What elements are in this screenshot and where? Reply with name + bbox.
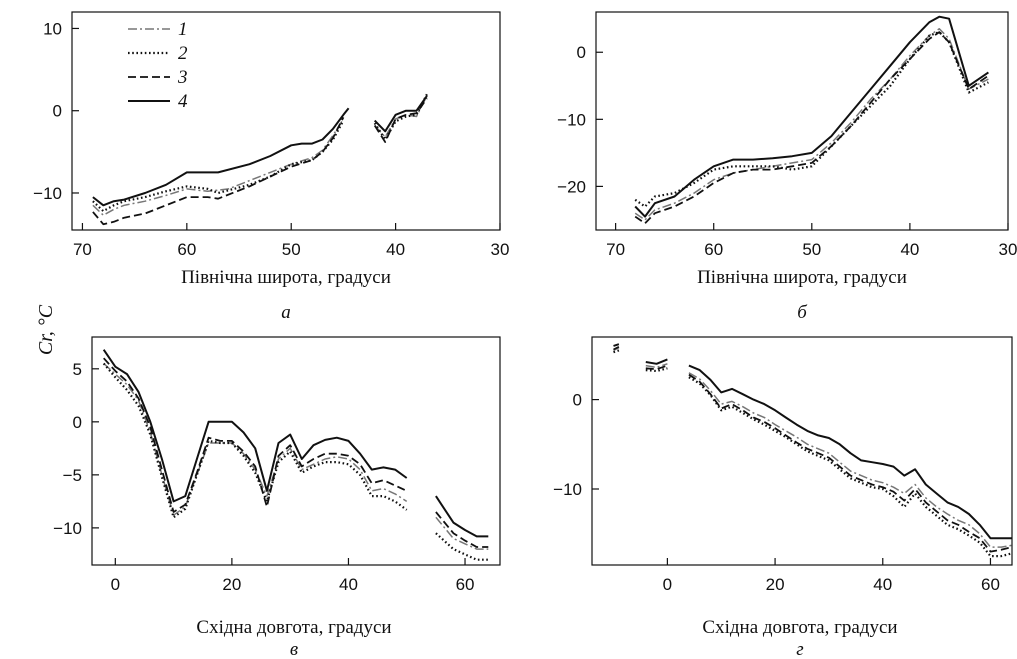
panel-c-ytick-label-5: 5 [73,360,82,379]
panel-c: 0 20 40 60 5 0 −5 −10 Східна довгота, градуси в [53,336,501,659]
panel-b-xtick-label-70: 70 [606,240,625,259]
panel-d-series [613,343,1012,558]
panel-d-xtick-label-20: 20 [766,575,785,594]
panel-c-series [102,349,489,561]
panel-a-xtick-label-50: 50 [282,240,301,259]
panel-a-ytick-label-0: 0 [53,102,62,121]
panel-a-ticks: 70 60 50 40 30 10 0 −10 [33,19,509,259]
panel-a-xlabel: Північна широта, градуси [181,267,391,288]
panel-a: 70 60 50 40 30 10 0 −10 Північна широта, градус… [33,11,509,323]
panel-d-ytick-label--10: −10 [553,480,582,499]
panel-a-ytick-label-10: 10 [43,19,62,38]
panel-b-series-2-segment-0 [634,31,989,208]
panel-a-series-4-segment-1 [373,95,428,133]
panel-c-series-3-segment-0 [103,357,408,513]
panel-a-letter: а [281,302,291,323]
panel-c-letter: в [290,639,298,659]
panel-c-xtick-label-20: 20 [222,575,241,594]
panel-d-ytick-label-0: 0 [573,391,582,410]
panel-b-ytick-label-0: 0 [577,43,586,62]
panel-b-series [634,15,989,225]
panel-d-xtick-label-40: 40 [873,575,892,594]
panel-d-series-2-segment-1 [645,367,668,373]
panel-a-series-3-segment-0 [92,116,345,226]
panel-c-ytick-label--10: −10 [53,519,82,538]
panel-d-series-3-segment-2 [688,373,1012,553]
panel-c-series-1-segment-0 [103,362,408,516]
panel-a-xtick-label-30: 30 [491,240,510,259]
panel-d-series-1-segment-2 [688,372,1012,548]
panel-b-ytick-label--20: −20 [557,177,586,196]
panel-c-ticks: 0 20 40 60 5 0 −5 −10 [53,360,474,594]
panel-c-ytick-label-0: 0 [73,413,82,432]
legend: 1 2 3 4 [128,19,188,112]
legend-label-2: 2 [178,43,188,64]
panel-b-letter: б [797,302,808,323]
panel-d-ticks: 0 20 40 60 0 −10 [553,391,1000,594]
panel-d-series-4-segment-2 [688,364,1012,540]
panel-c-xtick-label-60: 60 [456,575,475,594]
panel-d-series-2-segment-0 [613,349,620,354]
panel-b-xtick-label-30: 30 [999,240,1017,259]
panel-c-ytick-label--5: −5 [63,466,82,485]
panel-a-series-1-segment-0 [92,118,345,216]
panel-c-frame [91,336,501,566]
panel-a-series-3-segment-1 [373,97,428,143]
legend-label-3: 3 [177,67,188,88]
panel-d: 0 20 40 60 0 −10 Східна довгота, градуси г [553,336,1013,659]
panel-b-series-4-segment-0 [634,15,989,218]
panel-a-series [92,93,428,226]
panel-b-series-1-segment-0 [634,28,989,221]
legend-label-4: 4 [178,91,188,112]
panel-c-series-3-segment-1 [435,511,489,548]
panel-b-xtick-label-60: 60 [704,240,723,259]
panel-b-xtick-label-40: 40 [900,240,919,259]
legend-label-1: 1 [178,19,188,40]
panel-c-series-2-segment-0 [102,362,408,519]
panel-a-xtick-label-60: 60 [177,240,196,259]
panel-c-series-4-segment-1 [435,495,489,538]
panel-b-frame [595,11,1009,231]
panel-a-ytick-label--10: −10 [33,184,62,203]
panel-b-xlabel: Північна широта, градуси [697,267,907,288]
panel-c-xtick-label-0: 0 [111,575,120,594]
panel-d-frame [591,336,1013,566]
panel-c-series-1-segment-1 [435,516,489,550]
panel-b-ticks: 70 60 50 40 30 0 −10 −20 [557,43,1017,259]
panel-b: 70 60 50 40 30 0 −10 −20 Північна широта, граду… [557,11,1017,323]
panel-b-series-3-segment-0 [634,31,989,225]
panel-d-series-1-segment-1 [645,363,668,369]
panel-a-xtick-label-40: 40 [386,240,405,259]
panel-d-series-4-segment-1 [645,358,668,365]
panel-d-xtick-label-0: 0 [663,575,672,594]
panel-c-series-4-segment-0 [102,349,408,503]
panel-d-xtick-label-60: 60 [981,575,1000,594]
y-axis-label: Cr, °C [35,304,57,355]
panel-d-series-4-segment-0 [613,343,620,347]
panel-d-xlabel: Східна довгота, градуси [702,617,897,638]
panel-a-frame [71,11,501,231]
panel-d-series-3-segment-1 [645,364,668,371]
panel-b-ytick-label--10: −10 [557,110,586,129]
panel-a-xtick-label-70: 70 [73,240,92,259]
panel-c-xtick-label-40: 40 [339,575,358,594]
panel-d-letter: г [796,639,803,659]
panel-c-xlabel: Східна довгота, градуси [196,617,391,638]
panel-b-xtick-label-50: 50 [802,240,821,259]
panel-a-series-4-segment-0 [92,107,350,207]
panel-d-series-3-segment-0 [613,345,620,351]
panel-d-series-2-segment-2 [688,376,1012,558]
